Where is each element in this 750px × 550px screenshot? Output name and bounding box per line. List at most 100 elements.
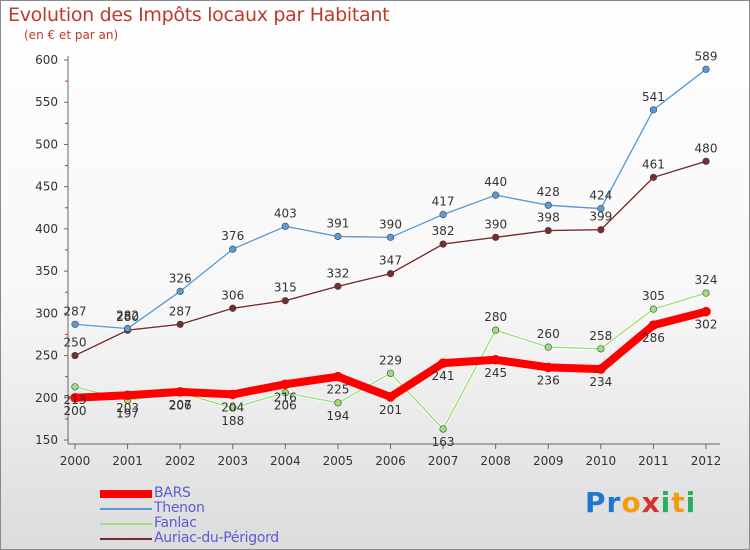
- data-label-auriac-du-périgord: 399: [589, 210, 612, 224]
- data-point-bars: [70, 392, 80, 403]
- data-point-thenon: [229, 245, 237, 253]
- proxiti-logo: Proxiti: [585, 486, 696, 519]
- data-label-bars: 236: [537, 373, 560, 387]
- data-point-auriac-du-périgord: [439, 240, 447, 248]
- data-label-fanlac: 194: [326, 409, 349, 423]
- chart-subtitle: (en € et par an): [24, 28, 119, 42]
- y-tick-label: 200: [35, 391, 58, 405]
- y-tick-label: 350: [35, 264, 58, 278]
- data-label-bars: 245: [484, 366, 507, 380]
- data-point-thenon: [597, 205, 605, 213]
- data-point-auriac-du-périgord: [649, 173, 658, 181]
- data-point-fanlac: [229, 404, 237, 412]
- legend-swatch: [100, 523, 152, 525]
- y-tick-label: 150: [35, 433, 58, 447]
- data-label-fanlac: 197: [116, 406, 139, 420]
- data-point-bars: [438, 358, 448, 368]
- data-label-bars: 225: [326, 383, 349, 397]
- data-point-bars: [490, 354, 501, 365]
- data-label-auriac-du-périgord: 347: [379, 254, 402, 268]
- data-point-fanlac: [702, 289, 710, 297]
- data-point-fanlac: [281, 389, 289, 397]
- x-tick-label: 2009: [533, 454, 564, 468]
- data-label-fanlac: 229: [379, 353, 402, 367]
- data-label-thenon: 282: [116, 309, 139, 323]
- data-point-thenon: [71, 320, 79, 328]
- x-tick-label: 2006: [375, 454, 406, 468]
- legend-label: Thenon: [154, 500, 205, 516]
- data-label-fanlac: 188: [221, 414, 244, 428]
- data-point-auriac-du-périgord: [492, 233, 500, 241]
- x-tick-label: 2012: [691, 454, 722, 468]
- x-tick-label: 2007: [428, 454, 459, 468]
- legend-label: Auriac-du-Périgord: [154, 530, 279, 546]
- data-label-thenon: 440: [484, 175, 507, 189]
- y-tick-label: 600: [35, 53, 58, 67]
- data-label-thenon: 390: [379, 217, 402, 231]
- data-point-auriac-du-périgord: [544, 226, 552, 235]
- data-label-thenon: 287: [64, 304, 87, 318]
- data-point-auriac-du-périgord: [176, 320, 184, 328]
- data-label-fanlac: 280: [484, 310, 507, 324]
- data-point-thenon: [334, 232, 342, 241]
- data-point-fanlac: [597, 345, 605, 353]
- data-point-thenon: [281, 222, 289, 230]
- data-label-fanlac: 305: [642, 289, 665, 303]
- legend-label: Fanlac: [154, 515, 197, 531]
- data-point-thenon: [702, 65, 710, 73]
- data-label-bars: 302: [695, 318, 718, 332]
- data-label-thenon: 417: [432, 195, 455, 209]
- y-tick-label: 250: [35, 349, 58, 363]
- data-point-thenon: [176, 287, 184, 295]
- data-label-thenon: 391: [326, 216, 349, 230]
- data-label-fanlac: 324: [695, 273, 718, 287]
- data-point-auriac-du-périgord: [281, 297, 289, 305]
- data-point-fanlac: [492, 326, 500, 334]
- data-label-thenon: 376: [221, 229, 244, 243]
- data-point-bars: [333, 371, 343, 382]
- data-label-thenon: 589: [695, 49, 718, 63]
- y-tick-label: 400: [35, 222, 58, 236]
- data-point-fanlac: [334, 399, 342, 407]
- data-point-bars: [227, 389, 238, 400]
- y-tick-label: 450: [35, 180, 58, 194]
- x-tick-label: 2005: [323, 454, 354, 468]
- logo-letter: i: [660, 486, 672, 519]
- data-label-fanlac: 213: [64, 393, 87, 407]
- x-tick-label: 2000: [60, 454, 91, 468]
- data-point-thenon: [492, 191, 500, 199]
- data-label-auriac-du-périgord: 461: [642, 157, 665, 171]
- data-label-fanlac: 206: [169, 399, 192, 413]
- data-point-thenon: [649, 106, 658, 114]
- y-tick-label: 500: [35, 137, 58, 151]
- data-point-bars: [280, 379, 291, 390]
- data-label-auriac-du-périgord: 287: [169, 304, 192, 318]
- data-point-bars: [648, 320, 659, 330]
- x-tick-label: 2010: [586, 454, 617, 468]
- data-label-bars: 203: [116, 401, 139, 415]
- data-label-fanlac: 258: [589, 329, 612, 343]
- x-tick-label: 2001: [112, 454, 143, 468]
- logo-letter: r: [606, 486, 622, 519]
- x-tick-label: 2003: [217, 454, 248, 468]
- data-point-auriac-du-périgord: [334, 282, 342, 290]
- data-label-auriac-du-périgord: 398: [537, 211, 560, 225]
- data-point-auriac-du-périgord: [597, 226, 605, 234]
- data-point-auriac-du-périgord: [229, 304, 237, 312]
- chart-title: Evolution des Impôts locaux par Habitant: [8, 4, 390, 26]
- data-label-thenon: 424: [589, 189, 612, 203]
- data-label-bars: 241: [432, 369, 455, 383]
- logo-letter: i: [685, 486, 697, 519]
- data-point-bars: [543, 362, 554, 373]
- x-tick-label: 2004: [270, 454, 301, 468]
- logo-letter: P: [585, 486, 607, 519]
- data-point-fanlac: [649, 305, 658, 313]
- data-label-thenon: 541: [642, 90, 665, 104]
- data-point-auriac-du-périgord: [702, 157, 710, 165]
- data-point-fanlac: [544, 343, 552, 351]
- data-label-bars: 216: [274, 390, 297, 404]
- data-label-bars: 200: [64, 404, 87, 418]
- data-point-fanlac: [439, 425, 447, 433]
- x-tick-label: 2002: [165, 454, 196, 468]
